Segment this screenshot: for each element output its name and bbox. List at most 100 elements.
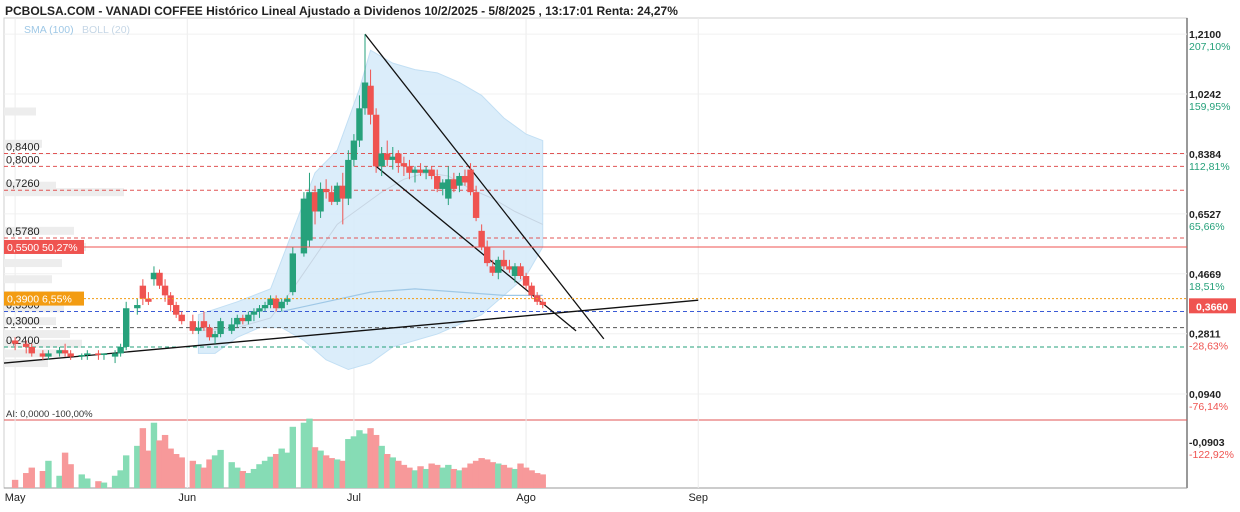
- volume-bar: [256, 464, 263, 488]
- volume-profile-bar: [4, 304, 64, 313]
- volume-bar: [200, 467, 208, 488]
- volume-bar: [95, 481, 102, 488]
- volume-bar: [134, 445, 141, 488]
- candle-body: [461, 176, 469, 183]
- candle-body: [345, 159, 352, 199]
- candle-body: [356, 108, 363, 141]
- volume-profile-bar: [4, 330, 70, 339]
- volume-bar: [45, 460, 52, 488]
- volume-bar: [495, 463, 502, 488]
- price-tick-label: 0,0940: [1189, 389, 1221, 401]
- candle-body: [489, 266, 496, 273]
- volume-bar: [178, 457, 185, 488]
- candle-body: [95, 353, 102, 356]
- pct-tick-label: 207,10%: [1189, 41, 1230, 53]
- volume-profile-bar: [4, 359, 48, 368]
- volume-bar: [506, 467, 513, 488]
- level-label: 0,8000: [6, 154, 40, 166]
- volume-bar: [161, 434, 169, 488]
- candle-body: [167, 295, 174, 306]
- volume-profile-bar: [4, 259, 62, 268]
- candle-body: [256, 308, 263, 312]
- volume-bar: [517, 463, 524, 488]
- volume-bar: [211, 455, 219, 488]
- pct-tick-label: 18,51%: [1189, 281, 1225, 293]
- volume-bar: [339, 460, 346, 488]
- volume-bar: [406, 467, 413, 488]
- candle-body: [200, 321, 208, 328]
- level-badges: 0,5500 50,27% 0,3900 6,55%: [4, 239, 1187, 306]
- volume-bars: [11, 418, 546, 488]
- plot-frame: [3, 17, 1188, 489]
- volume-bar: [483, 459, 491, 488]
- volume-bar: [445, 464, 452, 488]
- x-tick-label: Jun: [178, 492, 196, 504]
- x-tick-label: May: [5, 492, 26, 504]
- volume-bar: [84, 478, 91, 488]
- candle-body: [161, 285, 169, 296]
- badge-box: [4, 291, 84, 306]
- candle-body: [467, 169, 474, 193]
- volume-bar: [528, 470, 535, 488]
- volume-bar: [345, 439, 352, 488]
- bollinger-band-area: [197, 49, 544, 371]
- pct-tick-label: 112,81%: [1189, 161, 1230, 173]
- candle-body: [367, 85, 374, 115]
- pct-tick-label: 159,95%: [1189, 101, 1230, 113]
- candle-body: [178, 314, 185, 322]
- volume-bar: [300, 422, 308, 488]
- level-label: 0,8400: [6, 141, 40, 153]
- candle-body: [322, 188, 330, 193]
- volume-bar: [11, 479, 19, 488]
- candle-body: [189, 321, 197, 331]
- candle-body: [234, 317, 241, 325]
- volume-bar: [450, 468, 458, 488]
- volume-bar: [289, 426, 297, 488]
- candle-body: [478, 230, 485, 247]
- volume-bar: [234, 467, 241, 488]
- x-tick-label: Jul: [347, 492, 361, 504]
- volume-bar: [439, 467, 446, 488]
- volume-profile-bar: [4, 275, 52, 284]
- candle-body: [372, 114, 380, 167]
- candle-body: [445, 179, 452, 199]
- candle-body: [311, 192, 319, 212]
- candle-body: [328, 192, 335, 202]
- volume-bar: [434, 464, 441, 488]
- price-tick-label: 0,4669: [1189, 269, 1221, 281]
- candle-body: [111, 353, 119, 357]
- candle-body: [289, 253, 297, 293]
- chart-title: PCBOLSA.COM - VANADI COFFEE Histórico Li…: [5, 4, 678, 18]
- candle-body: [483, 246, 491, 264]
- candle-body: [434, 176, 441, 189]
- volume-bar: [139, 428, 147, 488]
- candle-body: [472, 192, 480, 218]
- candle-body: [428, 169, 435, 177]
- volume-bar: [250, 468, 258, 488]
- volume-bar: [195, 464, 202, 488]
- legend-sma: SMA (100): [24, 24, 74, 36]
- chart-grid: [3, 17, 1188, 489]
- volume-bar: [417, 466, 424, 488]
- volume-bar: [189, 460, 197, 488]
- candle-body: [384, 153, 391, 160]
- volume-bar: [361, 433, 369, 488]
- volume-bar: [378, 445, 385, 488]
- volume-bar: [23, 473, 30, 488]
- volume-bar: [467, 463, 474, 488]
- candle-body: [56, 350, 63, 354]
- candle-body: [267, 298, 274, 306]
- candle-body: [339, 185, 346, 199]
- candle-body: [156, 272, 163, 286]
- candle-body: [284, 298, 291, 302]
- volume-bar: [395, 460, 402, 488]
- candle-body: [245, 314, 252, 322]
- candle-body: [134, 305, 141, 309]
- volume-bar: [56, 475, 63, 488]
- trend-line: [364, 33, 605, 340]
- price-tick-label: -0,0903: [1189, 437, 1225, 449]
- price-tick-label: 0,8384: [1189, 149, 1221, 161]
- candle-body: [406, 166, 413, 173]
- candle-body: [78, 355, 85, 357]
